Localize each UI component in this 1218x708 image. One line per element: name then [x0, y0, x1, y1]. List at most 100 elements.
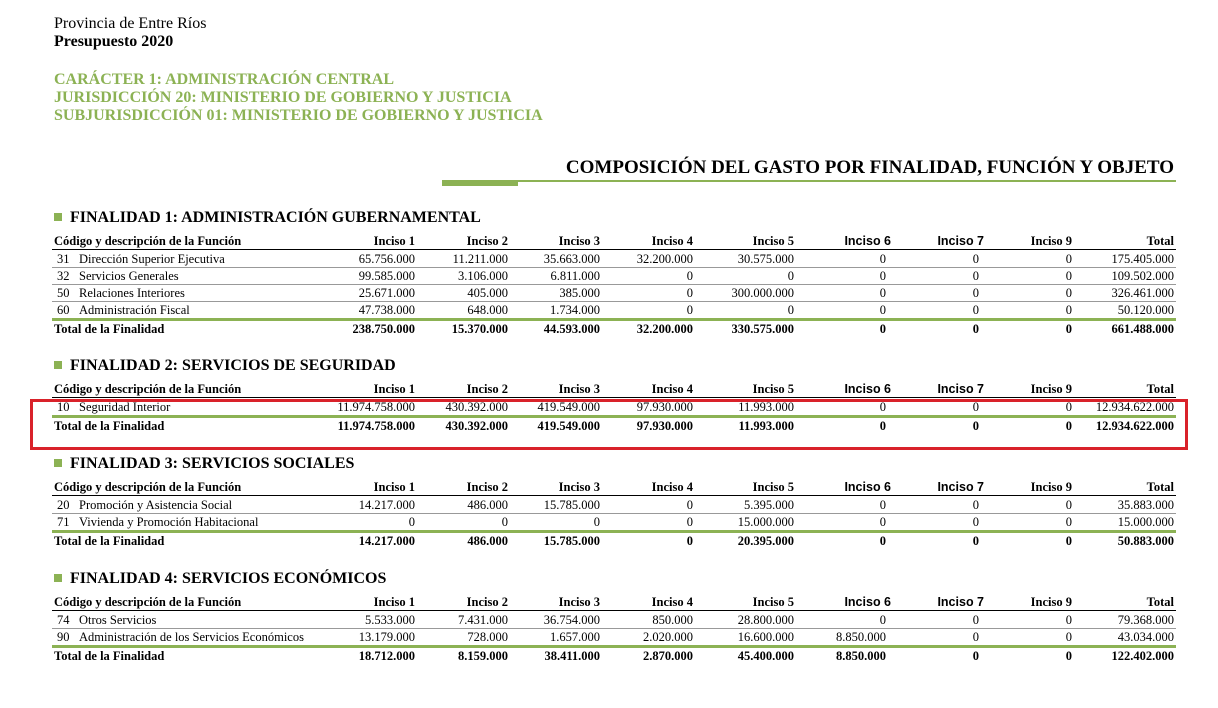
- function-code: 10: [57, 400, 70, 414]
- amount: 0: [879, 286, 886, 300]
- total-amount: 330.575.000: [731, 322, 795, 336]
- amount: 0: [879, 252, 886, 266]
- amount: 0: [686, 269, 693, 283]
- function-code: 31: [57, 252, 70, 266]
- finalidad-marker: [54, 574, 62, 582]
- amount: 11.974.758.000: [337, 400, 415, 414]
- total-amount: 14.217.000: [358, 534, 415, 548]
- amount: 0: [972, 286, 979, 300]
- amount: 0: [686, 286, 693, 300]
- column-header: Inciso 4: [651, 234, 693, 248]
- highlight-box: [30, 399, 1188, 450]
- column-header: Inciso 7: [937, 382, 984, 396]
- amount: 385.000: [559, 286, 600, 300]
- total-amount: 0: [972, 534, 979, 548]
- column-header: Inciso 9: [1030, 595, 1072, 609]
- amount: 0: [1065, 269, 1072, 283]
- column-header: Código y descripción de la Función: [54, 234, 242, 248]
- title-rule-accent: [442, 182, 518, 186]
- column-header: Inciso 3: [558, 595, 600, 609]
- total-amount: 44.593.000: [543, 322, 600, 336]
- finalidad-title: FINALIDAD 4: SERVICIOS ECONÓMICOS: [70, 570, 387, 587]
- total-amount: 15.785.000: [543, 534, 600, 548]
- amount: 430.392.000: [445, 400, 509, 414]
- total-amount: 12.934.622.000: [1095, 419, 1174, 433]
- total-amount: 0: [879, 419, 886, 433]
- amount: 36.754.000: [543, 613, 600, 627]
- amount: 0: [879, 613, 886, 627]
- amount: 35.663.000: [543, 252, 600, 266]
- amount: 0: [1065, 613, 1072, 627]
- column-header: Inciso 2: [466, 480, 508, 494]
- column-header: Inciso 7: [937, 234, 984, 248]
- amount: 1.734.000: [550, 303, 600, 317]
- total-label: Total de la Finalidad: [54, 322, 165, 336]
- function-name: Administración Fiscal: [79, 303, 190, 317]
- column-header: Total: [1146, 382, 1174, 396]
- amount: 0: [1065, 498, 1072, 512]
- total-amount: 419.549.000: [537, 419, 601, 433]
- title: Presupuesto 2020: [54, 33, 174, 50]
- total-amount: 0: [972, 322, 979, 336]
- total-rule: [52, 645, 1176, 648]
- amount: 12.934.622.000: [1095, 400, 1174, 414]
- column-header: Inciso 9: [1030, 234, 1072, 248]
- column-header: Inciso 7: [937, 480, 984, 494]
- amount: 8.850.000: [836, 630, 886, 644]
- amount: 13.179.000: [358, 630, 415, 644]
- section-title: COMPOSICIÓN DEL GASTO POR FINALIDAD, FUN…: [565, 157, 1174, 178]
- amount: 6.811.000: [550, 269, 600, 283]
- amount: 0: [408, 515, 415, 529]
- total-amount: 2.870.000: [643, 649, 693, 663]
- amount: 0: [686, 498, 693, 512]
- total-amount: 238.750.000: [352, 322, 416, 336]
- amount: 32.200.000: [636, 252, 693, 266]
- column-header: Código y descripción de la Función: [54, 480, 242, 494]
- function-code: 71: [57, 515, 70, 529]
- amount: 0: [972, 303, 979, 317]
- total-amount: 38.411.000: [544, 649, 600, 663]
- column-header: Inciso 2: [466, 595, 508, 609]
- column-header: Código y descripción de la Función: [54, 595, 242, 609]
- amount: 405.000: [467, 286, 508, 300]
- row-rule: [52, 284, 1176, 285]
- column-header: Inciso 4: [651, 595, 693, 609]
- amount: 99.585.000: [358, 269, 415, 283]
- amount: 2.020.000: [643, 630, 693, 644]
- amount: 1.657.000: [550, 630, 600, 644]
- amount: 0: [1065, 303, 1072, 317]
- column-header: Inciso 3: [558, 480, 600, 494]
- amount: 0: [593, 515, 600, 529]
- amount: 0: [686, 515, 693, 529]
- amount: 175.405.000: [1111, 252, 1175, 266]
- amount: 15.000.000: [1117, 515, 1174, 529]
- amount: 28.800.000: [737, 613, 794, 627]
- finalidad-marker: [54, 213, 62, 221]
- function-code: 50: [57, 286, 70, 300]
- function-name: Otros Servicios: [79, 613, 157, 627]
- total-amount: 15.370.000: [451, 322, 508, 336]
- row-rule: [52, 628, 1176, 629]
- total-amount: 486.000: [467, 534, 508, 548]
- total-amount: 0: [1065, 322, 1072, 336]
- amount: 5.533.000: [365, 613, 415, 627]
- total-amount: 8.159.000: [458, 649, 508, 663]
- finalidad-title: FINALIDAD 3: SERVICIOS SOCIALES: [70, 455, 355, 472]
- jurisdiccion: JURISDICCIÓN 20: MINISTERIO DE GOBIERNO …: [54, 89, 512, 106]
- total-amount: 661.488.000: [1111, 322, 1175, 336]
- total-amount: 50.883.000: [1117, 534, 1174, 548]
- total-amount: 0: [879, 534, 886, 548]
- column-header: Inciso 6: [844, 480, 891, 494]
- function-name: Promoción y Asistencia Social: [79, 498, 233, 512]
- column-header: Inciso 6: [844, 382, 891, 396]
- amount: 0: [972, 515, 979, 529]
- function-name: Servicios Generales: [79, 269, 179, 283]
- total-rule: [52, 415, 1176, 418]
- amount: 0: [1065, 630, 1072, 644]
- amount: 0: [787, 303, 794, 317]
- amount: 0: [972, 269, 979, 283]
- function-code: 74: [57, 613, 70, 627]
- amount: 79.368.000: [1117, 613, 1174, 627]
- amount: 3.106.000: [458, 269, 508, 283]
